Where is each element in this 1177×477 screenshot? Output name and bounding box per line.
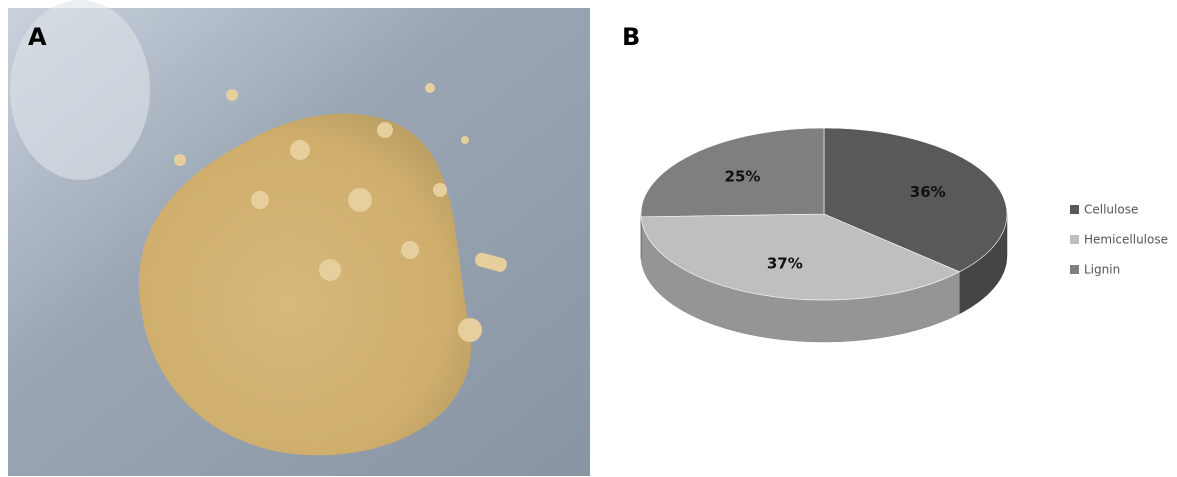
legend-swatch	[1070, 205, 1079, 214]
legend-label: Lignin	[1084, 263, 1120, 277]
value-label: 36%	[910, 183, 946, 201]
panel-label: B	[622, 23, 640, 51]
legend-swatch	[1070, 265, 1079, 274]
photo	[8, 0, 590, 476]
panel-label: A	[28, 23, 47, 51]
legend-label: Hemicellulose	[1084, 233, 1168, 247]
value-label: 25%	[725, 167, 761, 185]
legend-swatch	[1070, 235, 1079, 244]
value-label: 37%	[767, 255, 803, 273]
figure: A B 36% 37% 25% Cellulose Hemicellulose Ligni…	[0, 0, 1177, 477]
legend-label: Cellulose	[1084, 203, 1138, 217]
pie-chart: 36% 37% 25% Cellulose Hemicellulose Lignin	[641, 128, 1168, 342]
